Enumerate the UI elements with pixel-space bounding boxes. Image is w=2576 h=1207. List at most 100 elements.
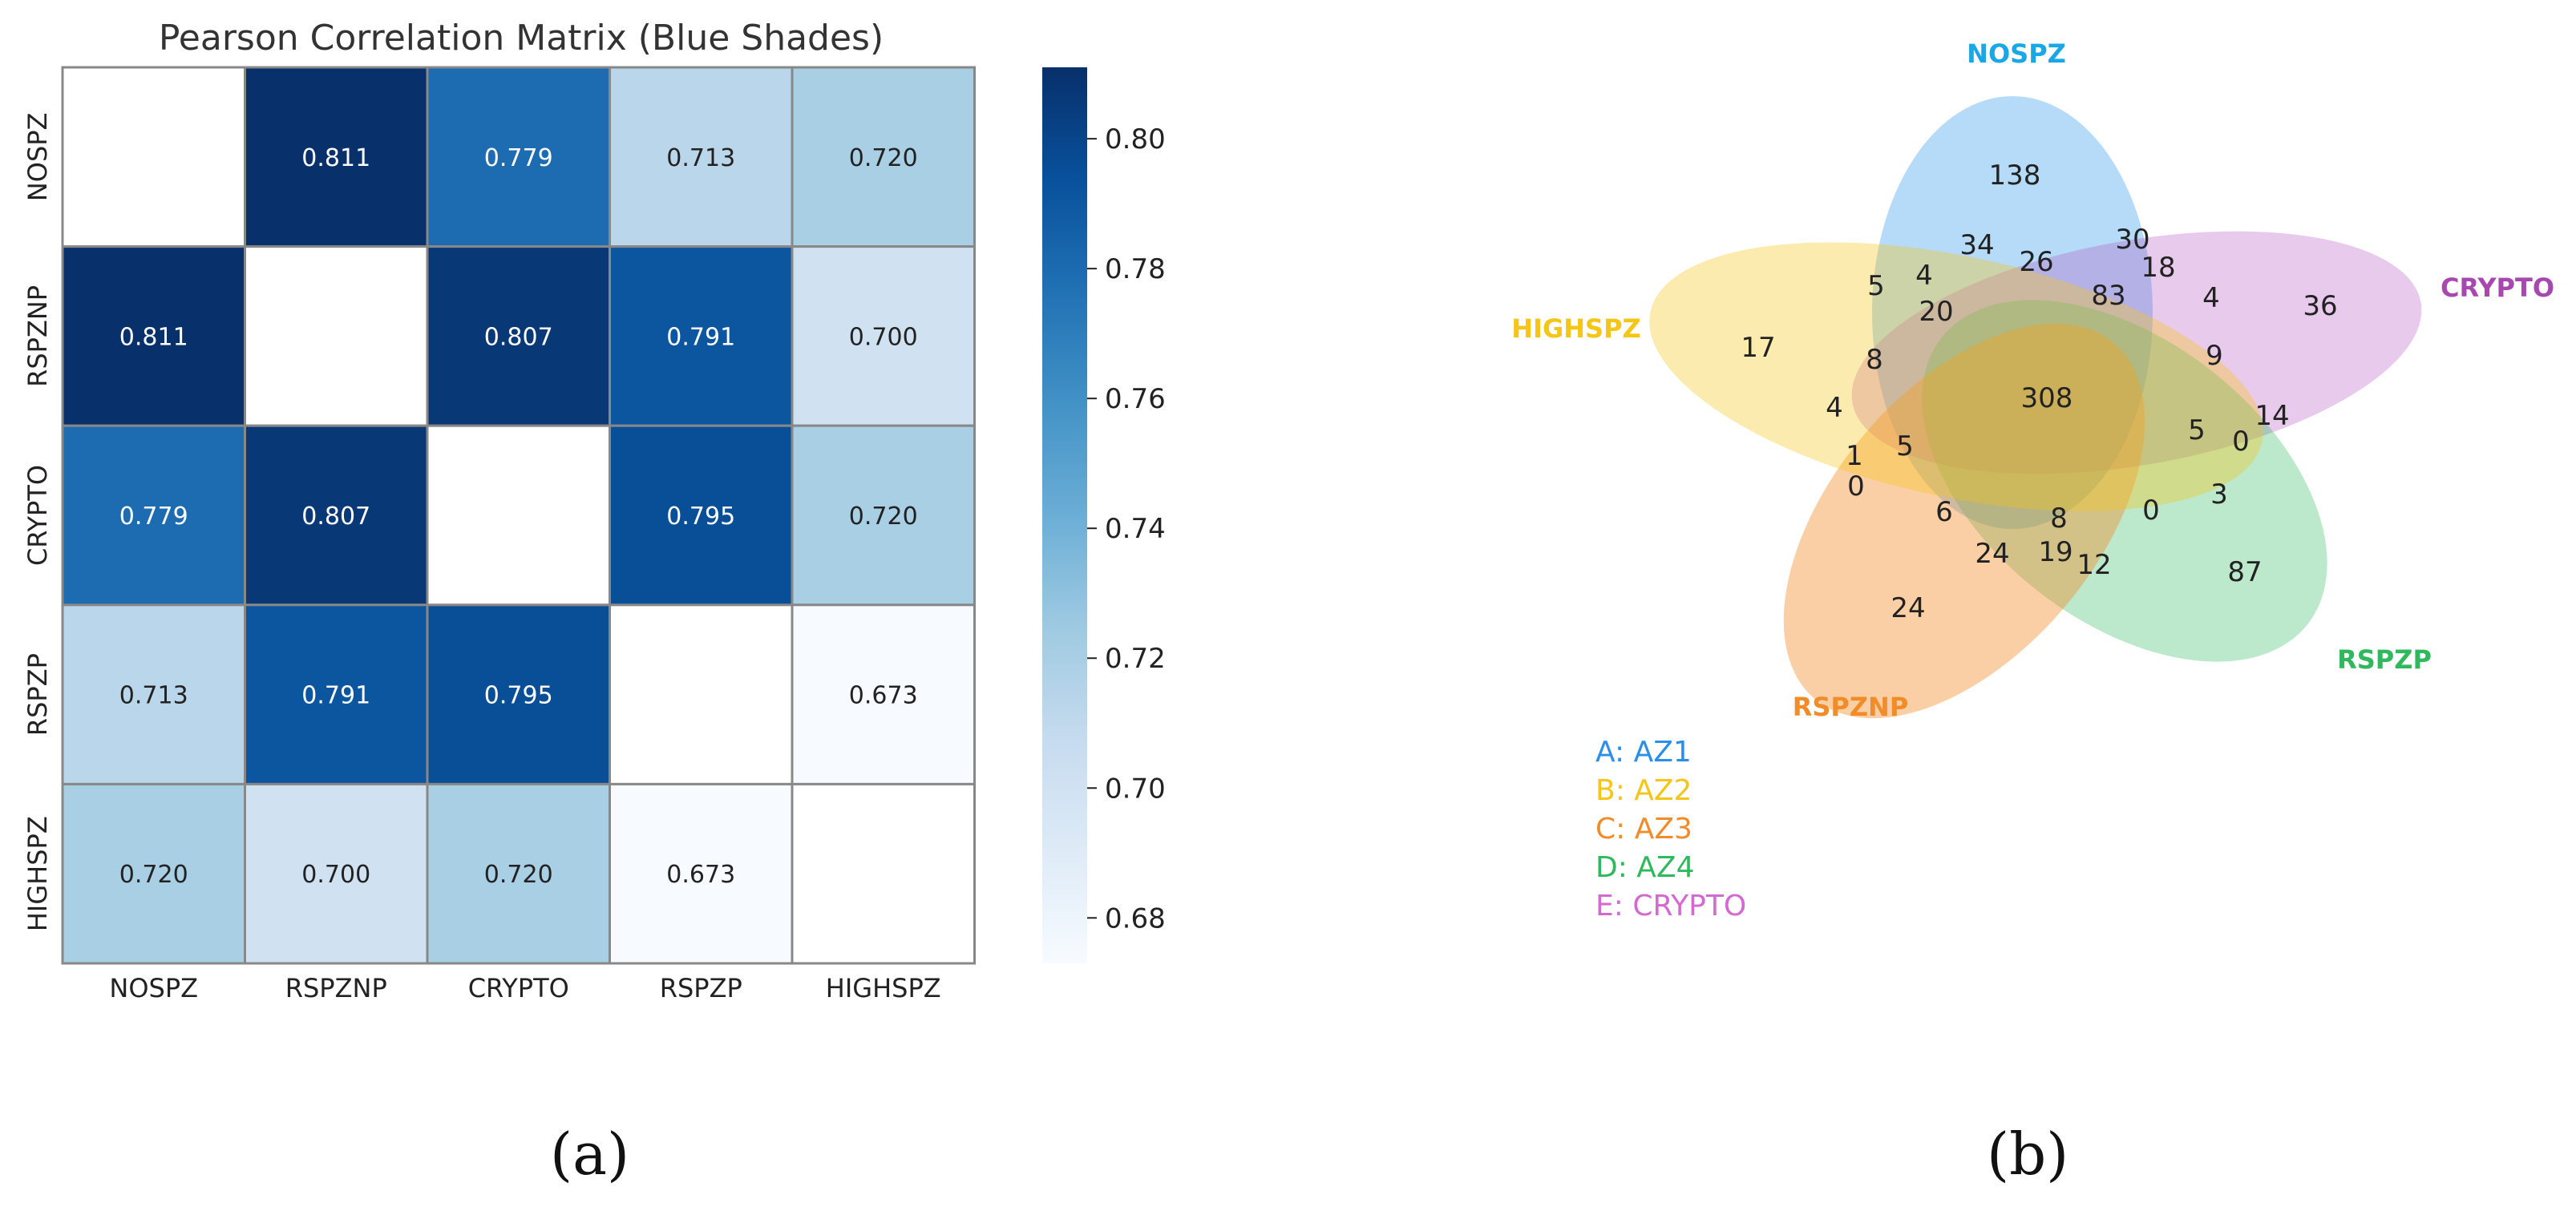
- venn-region-count: 14: [2255, 400, 2289, 432]
- venn-region-count: 17: [1741, 332, 1775, 364]
- venn-region-count: 9: [2206, 340, 2223, 372]
- heatmap-cell-value: 0.720: [484, 861, 553, 889]
- heatmap-x-tick-label: RSPZNP: [285, 973, 387, 1003]
- heatmap-cell: [791, 245, 976, 427]
- heatmap-cell: [61, 782, 246, 965]
- heatmap-title: Pearson Correlation Matrix (Blue Shades): [159, 18, 884, 59]
- venn-panel: NOSPZ HIGHSPZ RSPZNP RSPZP CRYPTO 138 34 2…: [1511, 38, 2554, 922]
- venn-label-highspz: HIGHSPZ: [1511, 313, 1640, 344]
- heatmap-cell-value: 0.673: [849, 682, 918, 710]
- heatmap-cell: [426, 424, 611, 607]
- heatmap-cell-value: 0.720: [119, 861, 188, 889]
- caption-b: (b): [1987, 1120, 2069, 1188]
- colorbar-tick-label: 0.70: [1105, 773, 1166, 805]
- venn-region-count: 5: [1867, 270, 1885, 302]
- heatmap-cell: [244, 66, 429, 248]
- heatmap-cell-value: 0.673: [666, 861, 735, 889]
- heatmap-cell: [609, 604, 794, 785]
- heatmap-cell-value: 0.791: [666, 323, 735, 351]
- venn-region-count: 12: [2077, 549, 2111, 581]
- heatmap-cell-value: 0.779: [484, 144, 553, 172]
- venn-label-rspznp: RSPZNP: [1793, 692, 1909, 722]
- venn-set-rspzp: [1922, 300, 2327, 662]
- venn-region-count: 138: [1989, 159, 2041, 192]
- heatmap-cell: [791, 782, 976, 965]
- heatmap-cell: [244, 245, 429, 427]
- heatmap-cell-value: 0.811: [301, 144, 370, 172]
- venn-region-count: 5: [2188, 414, 2206, 446]
- heatmap-x-tick-label: HIGHSPZ: [826, 973, 941, 1003]
- heatmap-cell-value: 0.795: [666, 503, 735, 531]
- heatmap-cell-value: 0.791: [301, 682, 370, 710]
- heatmap-cell-value: 0.713: [119, 682, 188, 710]
- venn-region-count: 5: [1896, 430, 1914, 462]
- venn-region-count: 83: [2091, 280, 2125, 312]
- heatmap-y-tick-label: RSPZP: [22, 653, 53, 736]
- venn-region-count: 87: [2227, 556, 2262, 588]
- caption-a: (a): [550, 1120, 630, 1188]
- venn-region-count: 1: [1846, 440, 1863, 472]
- venn-set-rspznp: [1783, 323, 2145, 719]
- heatmap-cell-value: 0.811: [119, 323, 188, 351]
- heatmap-y-tick-label: NOSPZ: [22, 112, 53, 201]
- venn-region-count: 24: [1891, 592, 1925, 624]
- heatmap-cell-value: 0.795: [484, 682, 553, 710]
- venn-region-count: 24: [1975, 538, 2009, 570]
- venn-set-crypto: [1851, 231, 2422, 474]
- heatmap-cell-value: 0.807: [301, 503, 370, 531]
- heatmap-cell: [791, 604, 976, 785]
- colorbar-tick-label: 0.76: [1105, 383, 1166, 415]
- venn-region-count: 26: [2019, 246, 2053, 278]
- venn-region-count: 4: [1826, 392, 1843, 424]
- heatmap-cell: [791, 66, 976, 248]
- colorbar-tick-label: 0.74: [1105, 513, 1166, 545]
- heatmap-cell-value: 0.700: [301, 861, 370, 889]
- colorbar-tick-label: 0.68: [1105, 902, 1166, 935]
- heatmap-y-tick-label: HIGHSPZ: [22, 816, 53, 931]
- venn-legend-entry: E: CRYPTO: [1595, 890, 1746, 922]
- heatmap-cell: [244, 782, 429, 965]
- venn-set-highspz: [1649, 242, 2263, 511]
- heatmap-cell: [426, 782, 611, 965]
- heatmap-y-tick-labels: NOSPZ RSPZNP CRYPTO RSPZP HIGHSPZ: [22, 112, 53, 931]
- heatmap-cell: [244, 424, 429, 607]
- heatmap-cell: [426, 245, 611, 427]
- heatmap-y-tick-label: CRYPTO: [22, 465, 53, 566]
- heatmap-cell-value: 0.720: [849, 144, 918, 172]
- venn-region-count: 36: [2303, 290, 2337, 322]
- colorbar: [1042, 67, 1087, 963]
- heatmap-cell-value: 0.720: [849, 503, 918, 531]
- heatmap-cell: [61, 66, 246, 248]
- venn-set-nospz: [1872, 96, 2153, 529]
- heatmap-y-tick-label: RSPZNP: [22, 285, 53, 387]
- heatmap-cell: [426, 66, 611, 248]
- heatmap-cell: [61, 245, 246, 427]
- heatmap-cell: [244, 604, 429, 785]
- heatmap-cell: [609, 782, 794, 965]
- venn-legend-entry: C: AZ3: [1595, 813, 1692, 846]
- venn-region-count: 19: [2038, 536, 2073, 568]
- venn-label-rspzp: RSPZP: [2337, 644, 2432, 675]
- venn-region-count: 30: [2115, 224, 2149, 256]
- heatmap-cell-value: 0.700: [849, 323, 918, 351]
- venn-region-count: 0: [1847, 470, 1865, 503]
- heatmap-cells: 0.811 0.779 0.713 0.720 0.811 0.807 0.791 0.700…: [61, 66, 976, 965]
- heatmap-cell: [791, 424, 976, 607]
- venn-region-count: 4: [1915, 260, 1933, 292]
- venn-region-count: 308: [2021, 382, 2073, 414]
- venn-region-count: 18: [2141, 252, 2175, 284]
- venn-region-count: 0: [2232, 426, 2250, 458]
- venn-set-labels: NOSPZ HIGHSPZ RSPZNP RSPZP CRYPTO: [1511, 38, 2554, 722]
- heatmap-x-tick-label: NOSPZ: [109, 973, 198, 1003]
- venn-region-count: 0: [2142, 495, 2160, 527]
- venn-region-count: 20: [1919, 296, 1953, 328]
- venn-region-count: 6: [1935, 496, 1953, 528]
- heatmap-x-tick-labels: NOSPZ RSPZNP CRYPTO RSPZP HIGHSPZ: [109, 973, 940, 1003]
- venn-region-count: 34: [1959, 229, 1994, 261]
- heatmap-cell: [61, 604, 246, 785]
- heatmap-cell-value: 0.713: [666, 144, 735, 172]
- venn-region-count: 8: [2050, 503, 2068, 535]
- colorbar-tick-label: 0.72: [1105, 643, 1166, 675]
- venn-legend-entry: D: AZ4: [1595, 851, 1695, 884]
